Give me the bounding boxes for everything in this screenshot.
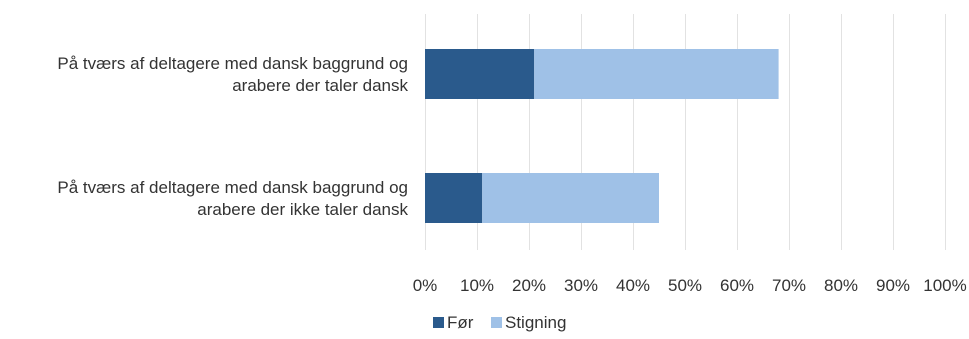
tick-label-7: 70% [772, 276, 806, 295]
category-label-1-line-1: arabere der ikke taler dansk [197, 200, 408, 219]
tick-label-8: 80% [824, 276, 858, 295]
tick-label-0: 0% [413, 276, 438, 295]
bars [425, 49, 779, 223]
legend-swatch-1 [491, 317, 502, 328]
category-labels: På tværs af deltagere med dansk baggrund… [57, 54, 408, 219]
tick-label-3: 30% [564, 276, 598, 295]
bar-stigning-0 [534, 49, 779, 99]
legend: Før Stigning [433, 313, 566, 332]
x-axis-tick-labels: 0% 10% 20% 30% 40% 50% 60% 70% 80% 90% 100% [413, 276, 967, 295]
tick-label-1: 10% [460, 276, 494, 295]
legend-label-0: Før [447, 313, 474, 332]
tick-label-5: 50% [668, 276, 702, 295]
category-label-1-line-0: På tværs af deltagere med dansk baggrund… [57, 178, 408, 197]
legend-swatch-0 [433, 317, 444, 328]
tick-label-4: 40% [616, 276, 650, 295]
category-label-0-line-1: arabere der taler dansk [232, 76, 408, 95]
tick-label-6: 60% [720, 276, 754, 295]
tick-label-9: 90% [876, 276, 910, 295]
bar-stigning-1 [482, 173, 659, 223]
category-label-0-line-0: På tværs af deltagere med dansk baggrund… [57, 54, 408, 73]
tick-label-2: 20% [512, 276, 546, 295]
bar-foer-1 [425, 173, 483, 223]
tick-label-10: 100% [923, 276, 966, 295]
legend-label-1: Stigning [505, 313, 566, 332]
bar-foer-0 [425, 49, 535, 99]
